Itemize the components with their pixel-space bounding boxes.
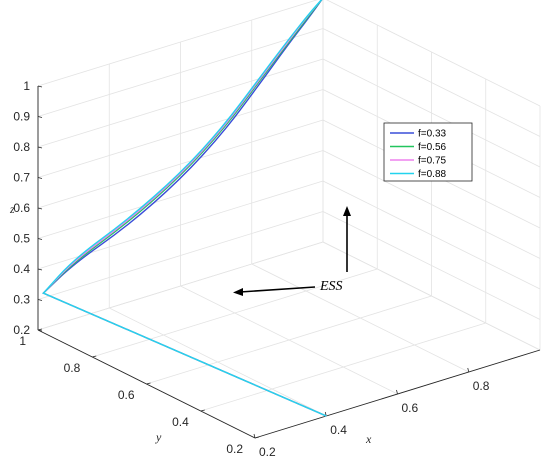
grid-line	[37, 211, 324, 300]
grid-line	[37, 58, 324, 148]
grid-line	[322, 180, 541, 290]
z-tick	[37, 85, 43, 88]
z-tick-label: 0.3	[13, 293, 30, 307]
grid-line	[322, 241, 541, 351]
z-tick	[37, 177, 43, 179]
legend-entry: f=0.75	[418, 156, 447, 167]
grid-line	[37, 0, 318, 87]
z-tick-label: 0.4	[13, 262, 30, 276]
series-line-f=0.75	[42, 0, 327, 417]
series-line-f=0.56	[42, 0, 327, 417]
grid-line	[322, 58, 541, 168]
y-tick-label: 0.4	[172, 415, 189, 429]
y-tick-label: 0.6	[118, 388, 135, 402]
z-tick-label: 0.7	[13, 171, 30, 185]
z-tick	[37, 116, 43, 118]
grid-line	[37, 150, 324, 239]
legend-entry: f=0.56	[418, 142, 447, 153]
grid-line	[200, 322, 486, 412]
z-tick-label: 0.5	[13, 232, 30, 246]
grid	[37, 0, 541, 439]
ess-arrow-up-head	[343, 206, 351, 216]
series-line-f=0.33	[42, 0, 327, 417]
z-tick	[37, 268, 43, 271]
ess-label: ESS	[319, 279, 343, 294]
z-tick-label: 0.9	[13, 110, 30, 124]
grid-line	[322, 211, 541, 320]
grid-line	[322, 28, 541, 137]
y-tick	[92, 355, 97, 358]
legend-entry: f=0.33	[418, 129, 447, 140]
x-tick	[467, 367, 470, 373]
grid-line	[37, 241, 324, 331]
ticks: 0.20.30.40.50.60.70.80.910.20.40.60.810.…	[13, 79, 489, 459]
y-axis-label: y	[155, 430, 162, 444]
x-tick-label: 0.4	[330, 423, 347, 437]
x-tick-label: 0.2	[259, 445, 276, 459]
grid-line	[37, 28, 324, 117]
z-tick-label: 0.6	[13, 201, 30, 215]
z-tick-label: 1	[23, 79, 30, 93]
y-tick-label: 1	[19, 334, 26, 348]
y-tick	[200, 409, 205, 412]
y-tick	[146, 382, 151, 385]
z-tick-label: 0.8	[13, 140, 30, 154]
grid-line	[146, 295, 432, 385]
z-tick	[37, 299, 43, 301]
y-tick	[37, 328, 43, 331]
grid-line	[37, 119, 324, 209]
legend-entry: f=0.88	[418, 169, 447, 180]
ess-annotation: ESS	[233, 206, 351, 296]
series-lines	[42, 0, 327, 417]
y-tick-label: 0.2	[226, 442, 243, 456]
ess-arrow-left	[239, 286, 316, 293]
x-tick-label: 0.8	[473, 379, 490, 393]
z-tick	[37, 207, 43, 210]
y-tick-label: 0.8	[64, 361, 81, 375]
grid-line	[326, 0, 541, 107]
legend: f=0.33 f=0.56 f=0.75 f=0.88	[383, 122, 473, 182]
z-tick	[37, 146, 43, 149]
z-tick	[37, 238, 43, 240]
x-axis-label: x	[365, 432, 372, 446]
x-tick-label: 0.6	[402, 401, 419, 415]
grid-line	[37, 89, 324, 178]
ess-arrow-left-head	[233, 288, 243, 296]
x-tick	[253, 433, 256, 439]
grid-line	[92, 268, 378, 358]
x-tick	[396, 389, 398, 395]
series-line-f=0.88	[42, 0, 327, 417]
grid-line	[322, 150, 541, 259]
y-tick	[254, 436, 260, 439]
z-axis-label: z	[9, 202, 15, 216]
z-tick-label: 0.2	[13, 323, 30, 337]
